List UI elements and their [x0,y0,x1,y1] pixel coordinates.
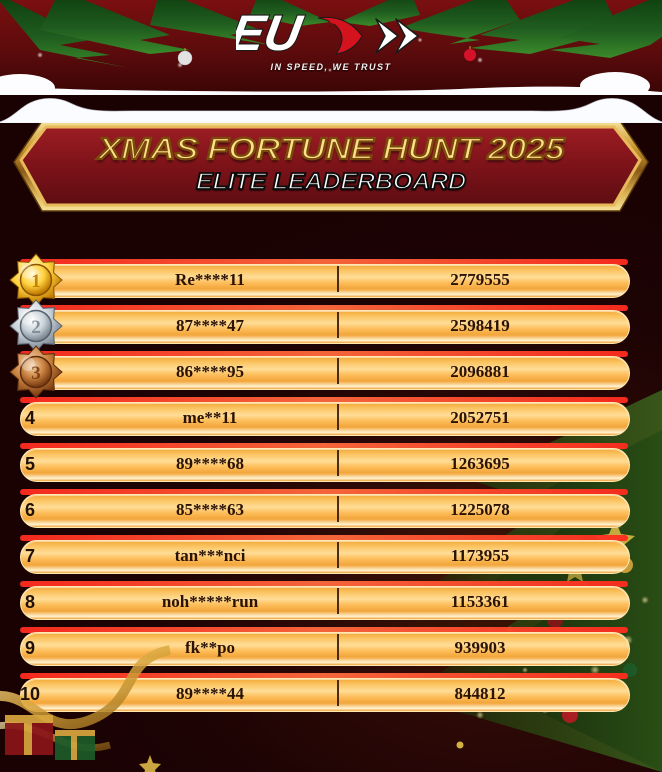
svg-text:3: 3 [31,363,41,384]
svg-text:2: 2 [31,317,41,338]
svg-text:1: 1 [31,271,41,292]
